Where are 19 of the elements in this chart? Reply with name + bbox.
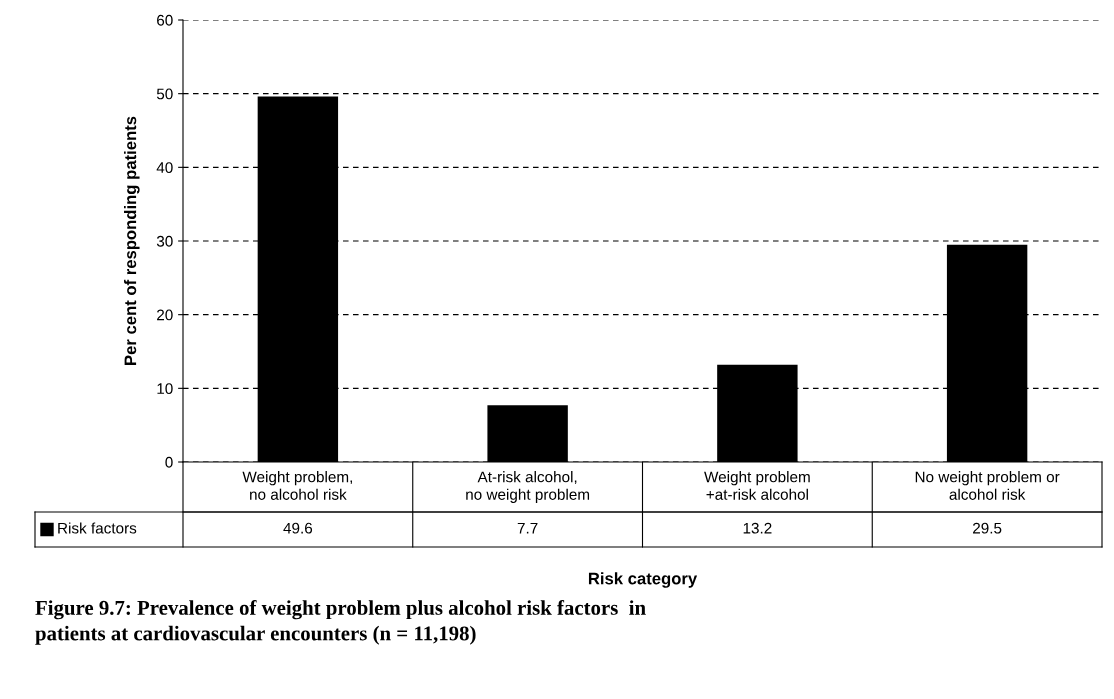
data-label: 49.6 <box>283 522 313 534</box>
y-tick-label: 0 <box>165 456 173 468</box>
x-axis-title: Risk category <box>588 572 698 588</box>
x-tick-label: Weight problem +at-risk alcohol <box>704 471 810 500</box>
text: Figure 9.7: Prevalence of weight problem plus alcohol risk factors in patients at cardiovascular encounters (n = 11,198) <box>35 600 646 645</box>
x-tick-label: No weight problem or alcohol risk <box>915 471 1060 500</box>
data-label: 13.2 <box>743 522 772 534</box>
data-label: 29.5 <box>973 522 1002 534</box>
x-tick-label: Weight problem, no alcohol risk <box>242 471 352 500</box>
y-tick-label: 50 <box>156 88 173 100</box>
y-tick-label: 10 <box>157 383 173 395</box>
y-tick-label: 20 <box>157 309 173 321</box>
data-label: 7.7 <box>517 522 538 534</box>
x-tick-label: At-risk alcohol, no weight problem <box>466 471 590 503</box>
legend-label: Risk factors <box>58 522 137 534</box>
y-tick-label: 60 <box>157 14 173 26</box>
y-axis-title: Per cent of responding patients <box>124 116 140 365</box>
y-tick-label: 40 <box>156 162 173 174</box>
y-tick-label: 30 <box>156 235 173 247</box>
